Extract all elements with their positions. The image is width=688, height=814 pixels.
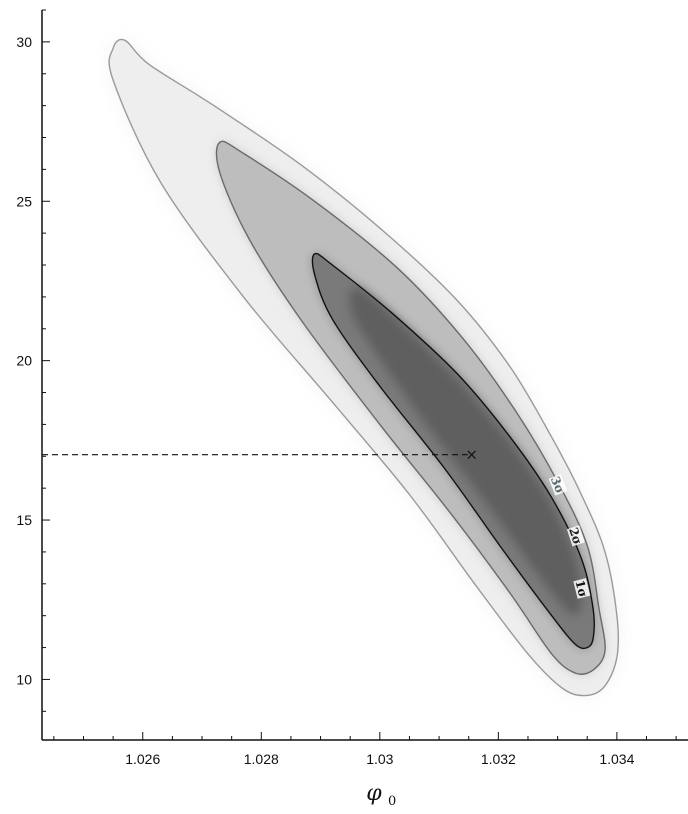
x-tick-label: 1.026	[125, 751, 160, 767]
contour-lines	[108, 38, 620, 697]
contour-fills	[109, 39, 619, 696]
contour-label-text: 3σ	[548, 474, 567, 495]
contour-label-text: 2σ	[566, 526, 585, 547]
y-tick-label: 15	[16, 512, 32, 528]
x-tick-label: 1.032	[481, 751, 516, 767]
y-tick-label: 20	[16, 353, 32, 369]
contour-label-text: 1σ	[572, 579, 590, 599]
axes: 10 15 20 25 30 1.026 1.028 1.03 1.032 1.034	[16, 9, 688, 767]
likelihood-core	[349, 287, 582, 615]
x-tick-label: 1.034	[599, 751, 634, 767]
best-fit-marks: ×	[42, 446, 478, 464]
x-axis-title-subscript: 0	[388, 794, 396, 809]
y-tick-label: 30	[16, 34, 32, 50]
contour-line-1sigma	[311, 252, 595, 650]
contour-label-halo	[573, 578, 591, 599]
x-tick-label: 1.028	[244, 751, 279, 767]
y-tick-label: 25	[16, 193, 32, 209]
contour-label-3sigma: 3σ	[548, 474, 568, 496]
y-tick-label: 10	[16, 671, 32, 687]
contour-line-2sigma	[215, 140, 606, 675]
x-axis-title: φ	[366, 781, 382, 806]
contour-labels: 3σ 2σ 1σ	[548, 474, 591, 599]
x-tick-label: 1.03	[366, 751, 393, 767]
best-fit-marker: ×	[465, 446, 478, 464]
contour-label-2sigma: 2σ	[566, 525, 585, 546]
contour-line-3sigma	[108, 38, 620, 697]
contour-label-halo	[566, 525, 585, 547]
contour-label-1sigma: 1σ	[572, 578, 591, 599]
contour-label-halo	[548, 474, 568, 496]
